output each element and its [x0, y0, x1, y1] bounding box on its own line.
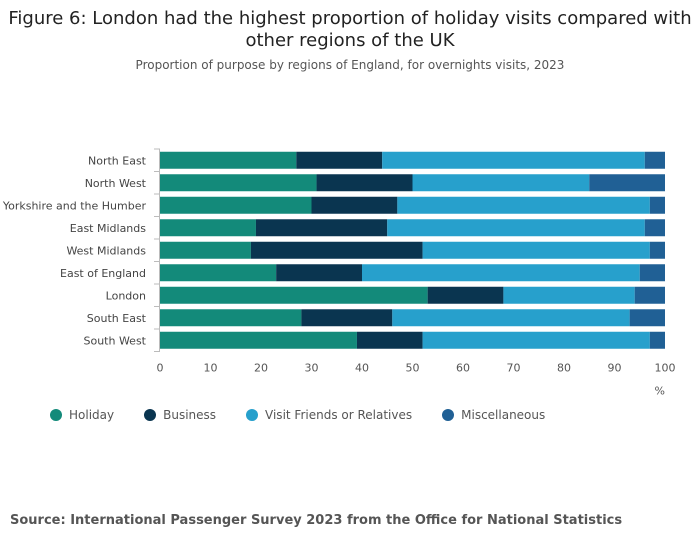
bar-segment-miscellaneous — [639, 264, 665, 282]
bar-segment-visit-friends-or-relatives — [387, 219, 645, 237]
bar-segment-miscellaneous — [644, 219, 665, 237]
legend-item: Holiday — [50, 408, 114, 422]
y-tick-label: Yorkshire and the Humber — [2, 199, 147, 212]
x-axis-label: % — [655, 385, 665, 398]
x-tick-label: 0 — [157, 362, 164, 375]
legend-label: Holiday — [69, 408, 115, 422]
y-tick-label: South East — [87, 312, 147, 325]
bar-segment-miscellaneous — [649, 241, 665, 259]
bar-segment-business — [276, 264, 362, 282]
bar-segment-visit-friends-or-relatives — [362, 264, 640, 282]
x-tick-label: 100 — [655, 362, 676, 375]
stacked-bar-chart: North East North West Yorkshire and the Hu… — [2, 148, 676, 398]
bar-segment-miscellaneous — [649, 196, 665, 214]
bar-segment-visit-friends-or-relatives — [412, 174, 590, 192]
legend-item: Visit Friends or Relatives — [246, 408, 412, 422]
x-tick-label: 70 — [507, 362, 521, 375]
bar-segment-visit-friends-or-relatives — [422, 241, 650, 259]
x-tick-label: 50 — [406, 362, 420, 375]
bar-segment-business — [255, 219, 388, 237]
bar-segment-holiday — [160, 151, 297, 169]
y-tick-label: London — [106, 289, 146, 302]
x-tick-label: 10 — [204, 362, 218, 375]
x-tick-label: 60 — [456, 362, 470, 375]
bar-segment-business — [427, 286, 504, 304]
y-tick-label: North East — [88, 154, 147, 167]
source-note: Source: International Passenger Survey 2… — [10, 513, 623, 528]
legend-swatch — [144, 409, 157, 421]
legend-item: Business — [144, 408, 216, 422]
legend-swatch — [246, 409, 259, 421]
bar-segment-business — [311, 196, 398, 214]
bar-segment-miscellaneous — [634, 286, 665, 304]
bar-segment-visit-friends-or-relatives — [382, 151, 645, 169]
bar-segment-business — [301, 309, 393, 327]
bar-segment-holiday — [160, 219, 256, 237]
legend-item: Miscellaneous — [442, 408, 545, 422]
legend-label: Business — [163, 408, 217, 422]
bar-segment-miscellaneous — [649, 331, 665, 349]
legend-swatch — [50, 409, 62, 421]
bar-segment-holiday — [160, 264, 277, 282]
bar-segment-holiday — [160, 331, 357, 349]
x-tick-label: 90 — [608, 362, 622, 375]
x-tick-label: 30 — [305, 362, 319, 375]
bar-segment-miscellaneous — [589, 174, 665, 192]
legend-label: Miscellaneous — [461, 408, 546, 422]
bar-segment-business — [296, 151, 383, 169]
y-tick-label: North West — [85, 177, 147, 190]
y-tick-label: West Midlands — [66, 244, 146, 257]
bar-segment-business — [356, 331, 423, 349]
y-tick-label: South West — [83, 334, 146, 347]
bar-segment-holiday — [160, 174, 317, 192]
chart-subtitle: Proportion of purpose by regions of Engl… — [135, 58, 565, 72]
bar-segment-business — [250, 241, 423, 259]
legend-label: Visit Friends or Relatives — [265, 408, 413, 422]
bar-segment-visit-friends-or-relatives — [422, 331, 650, 349]
bar-segment-holiday — [160, 241, 251, 259]
bar-segment-visit-friends-or-relatives — [397, 196, 650, 214]
y-tick-label: East Midlands — [70, 222, 147, 235]
bar-segment-visit-friends-or-relatives — [503, 286, 635, 304]
chart-legend: Holiday Business Visit Friends or Relative… — [50, 408, 575, 422]
y-tick-label: East of England — [60, 267, 146, 280]
bar-segment-holiday — [160, 196, 312, 214]
bar-segment-miscellaneous — [644, 151, 665, 169]
bar-segment-business — [316, 174, 413, 192]
bar-segment-holiday — [160, 286, 428, 304]
bar-segment-miscellaneous — [629, 309, 665, 327]
bar-segment-holiday — [160, 309, 302, 327]
legend-swatch — [442, 409, 455, 421]
chart-title: Figure 6: London had the highest proport… — [8, 8, 692, 51]
x-tick-label: 20 — [254, 362, 268, 375]
x-tick-label: 80 — [557, 362, 571, 375]
bar-segment-visit-friends-or-relatives — [392, 309, 630, 327]
x-tick-label: 40 — [355, 362, 369, 375]
